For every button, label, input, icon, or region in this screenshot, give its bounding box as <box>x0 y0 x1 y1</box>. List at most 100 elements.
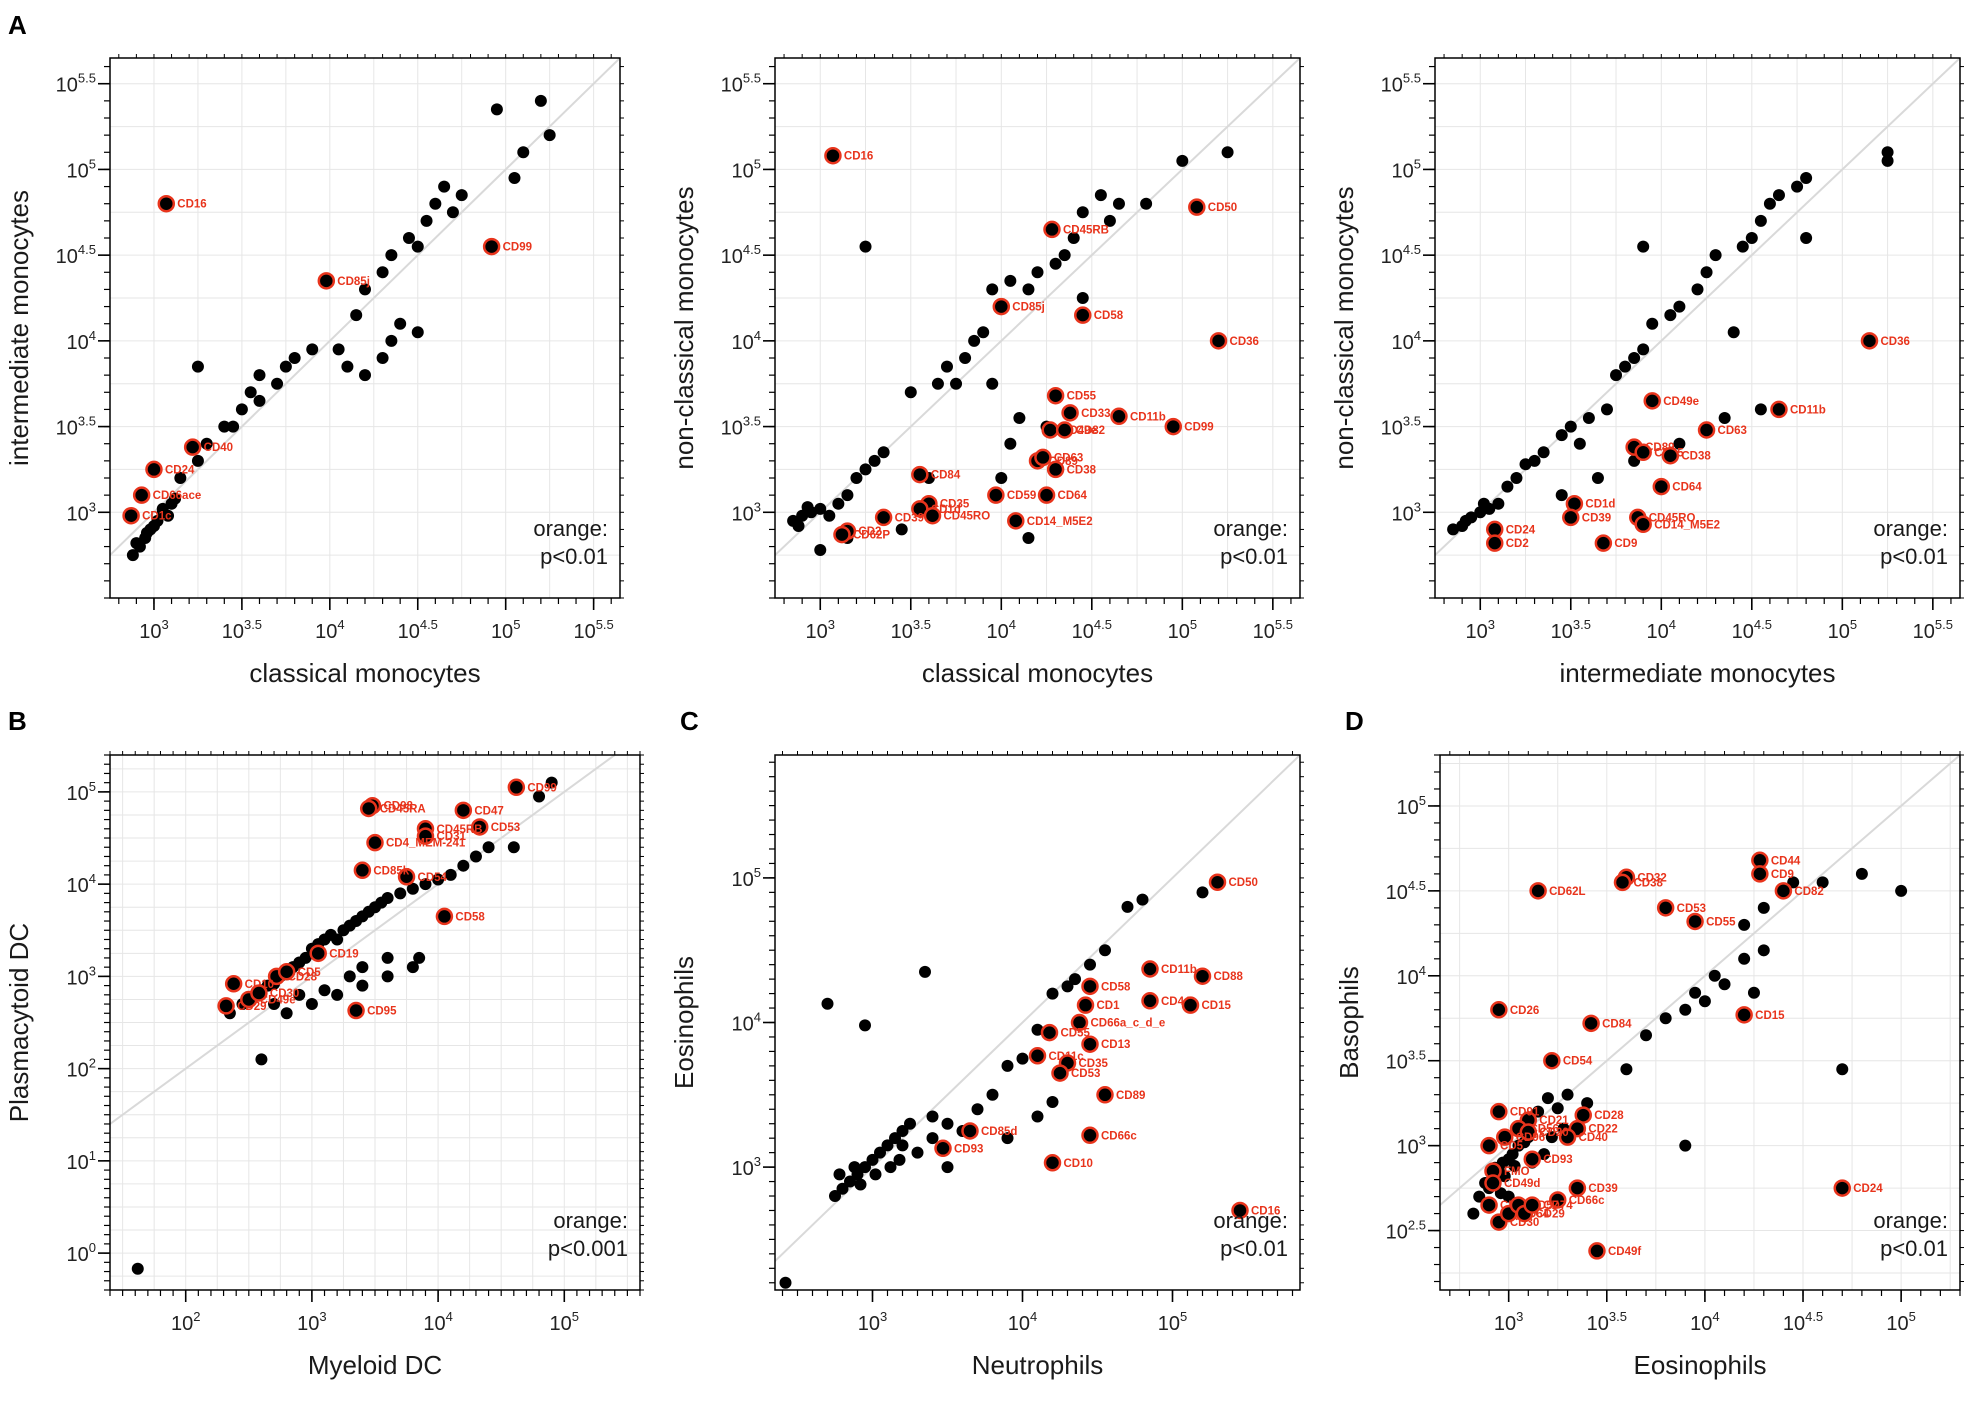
point-label: CD96 <box>1516 1132 1545 1144</box>
highlighted-point <box>1028 1047 1047 1065</box>
point-label: CD39 <box>1582 512 1611 524</box>
point-label: CD99 <box>503 242 532 254</box>
data-point <box>1709 249 1722 262</box>
x-tick-label: 105 <box>1158 1309 1187 1335</box>
point-label: CD98 <box>383 801 413 813</box>
y-tick-label: 104.5 <box>721 242 761 268</box>
x-axis-title: intermediate monocytes <box>1559 658 1835 688</box>
data-point <box>896 1124 909 1137</box>
x-tick-label: 103.5 <box>1551 617 1591 643</box>
point-label: CD53 <box>491 822 520 834</box>
data-point <box>874 1146 886 1159</box>
highlighted-point <box>1774 882 1793 900</box>
data-point <box>1031 266 1044 279</box>
x-tick-label: 103 <box>1466 617 1495 643</box>
point-label: CD9 <box>1771 869 1794 881</box>
data-point <box>359 369 371 382</box>
y-tick-label: 104 <box>732 1010 761 1036</box>
data-point <box>1084 958 1096 971</box>
point-label: CD30 <box>1510 1217 1539 1229</box>
data-point <box>1013 412 1026 424</box>
chart-d: 103 103.5 104 104.5 105 102.5 103 103.5 104 104.5… <box>1334 751 1964 1380</box>
data-point <box>1537 446 1550 459</box>
point-label: CD55 <box>1061 1028 1091 1040</box>
data-point <box>1895 884 1908 897</box>
significance-note: orange: <box>1213 1208 1288 1233</box>
x-tick-label: 104 <box>1647 617 1676 643</box>
data-point <box>941 1161 954 1174</box>
point-label: CD53 <box>1677 903 1706 915</box>
data-point <box>385 249 398 262</box>
data-point <box>457 859 470 872</box>
highlighted-point <box>1070 1013 1089 1032</box>
data-point <box>318 984 331 997</box>
highlighted-point <box>1081 977 1099 996</box>
data-point <box>341 360 354 373</box>
significance-note: orange: <box>1873 516 1948 541</box>
x-tick-label: 104 <box>1690 1309 1719 1335</box>
point-label: CD58 <box>1094 310 1124 322</box>
highlighted-point <box>1034 448 1052 467</box>
data-point <box>227 420 240 433</box>
data-point <box>1477 497 1490 510</box>
point-label: CD1c <box>142 511 172 523</box>
highlighted-point <box>277 963 296 981</box>
y-tick-label: 105.5 <box>721 71 761 97</box>
data-point <box>356 961 369 974</box>
y-tick-label: 105 <box>67 156 96 182</box>
y-tick-label: 103 <box>67 963 96 989</box>
point-label: CD47 <box>474 805 503 817</box>
highlighted-point <box>1480 1136 1498 1155</box>
highlighted-point <box>1833 1179 1852 1197</box>
y-tick-label: 104 <box>1392 328 1421 354</box>
data-point <box>331 988 344 1001</box>
point-label: CD84 <box>931 470 961 482</box>
y-tick-label: 105 <box>732 156 761 182</box>
data-point <box>1836 1063 1849 1076</box>
point-label: CD39 <box>1588 1183 1617 1195</box>
data-point <box>801 501 814 514</box>
point-label: CD64 <box>1058 490 1088 502</box>
data-point <box>131 1262 144 1275</box>
x-tick-label: 105 <box>1168 617 1197 643</box>
point-label: CD19 <box>329 948 358 960</box>
y-tick-label: 104 <box>1397 963 1426 989</box>
data-point <box>1004 437 1017 450</box>
data-point <box>911 1146 924 1159</box>
data-point <box>896 1139 909 1152</box>
y-tick-label: 103.5 <box>56 414 96 440</box>
highlighted-point <box>1480 1196 1498 1214</box>
data-point <box>848 1161 861 1174</box>
data-point <box>1508 1160 1521 1173</box>
point-label: CD66c <box>1101 1130 1137 1142</box>
highlighted-point <box>359 799 378 818</box>
point-label: CD54 <box>418 872 448 884</box>
data-point <box>844 1175 856 1188</box>
y-axis-title: intermediate monocytes <box>4 190 34 466</box>
data-point <box>381 891 394 904</box>
highlighted-point <box>911 465 929 484</box>
point-label: CD50 <box>1229 877 1258 889</box>
point-label: CD24 <box>1853 1183 1883 1195</box>
data-point <box>859 1161 871 1174</box>
data-point <box>288 352 301 364</box>
data-point <box>1640 1029 1653 1042</box>
y-tick-label: 104.5 <box>1386 878 1426 904</box>
data-point <box>823 509 836 522</box>
point-label: CD4_MEM-241 <box>386 838 466 850</box>
data-point <box>1691 283 1704 296</box>
y-tick-label: 104.5 <box>1381 242 1421 268</box>
highlighted-point <box>1110 407 1128 426</box>
y-tick-label: 103 <box>732 499 761 525</box>
highlighted-point <box>183 438 202 456</box>
data-point <box>420 214 433 227</box>
data-point <box>1718 978 1731 991</box>
point-label: CD14_M5E2 <box>1654 519 1720 531</box>
data-point <box>977 326 990 339</box>
highlighted-point <box>1558 1128 1577 1146</box>
data-point <box>1564 420 1577 433</box>
data-point <box>533 790 546 803</box>
x-tick-label: 103.5 <box>222 617 262 643</box>
data-point <box>1698 995 1711 1008</box>
